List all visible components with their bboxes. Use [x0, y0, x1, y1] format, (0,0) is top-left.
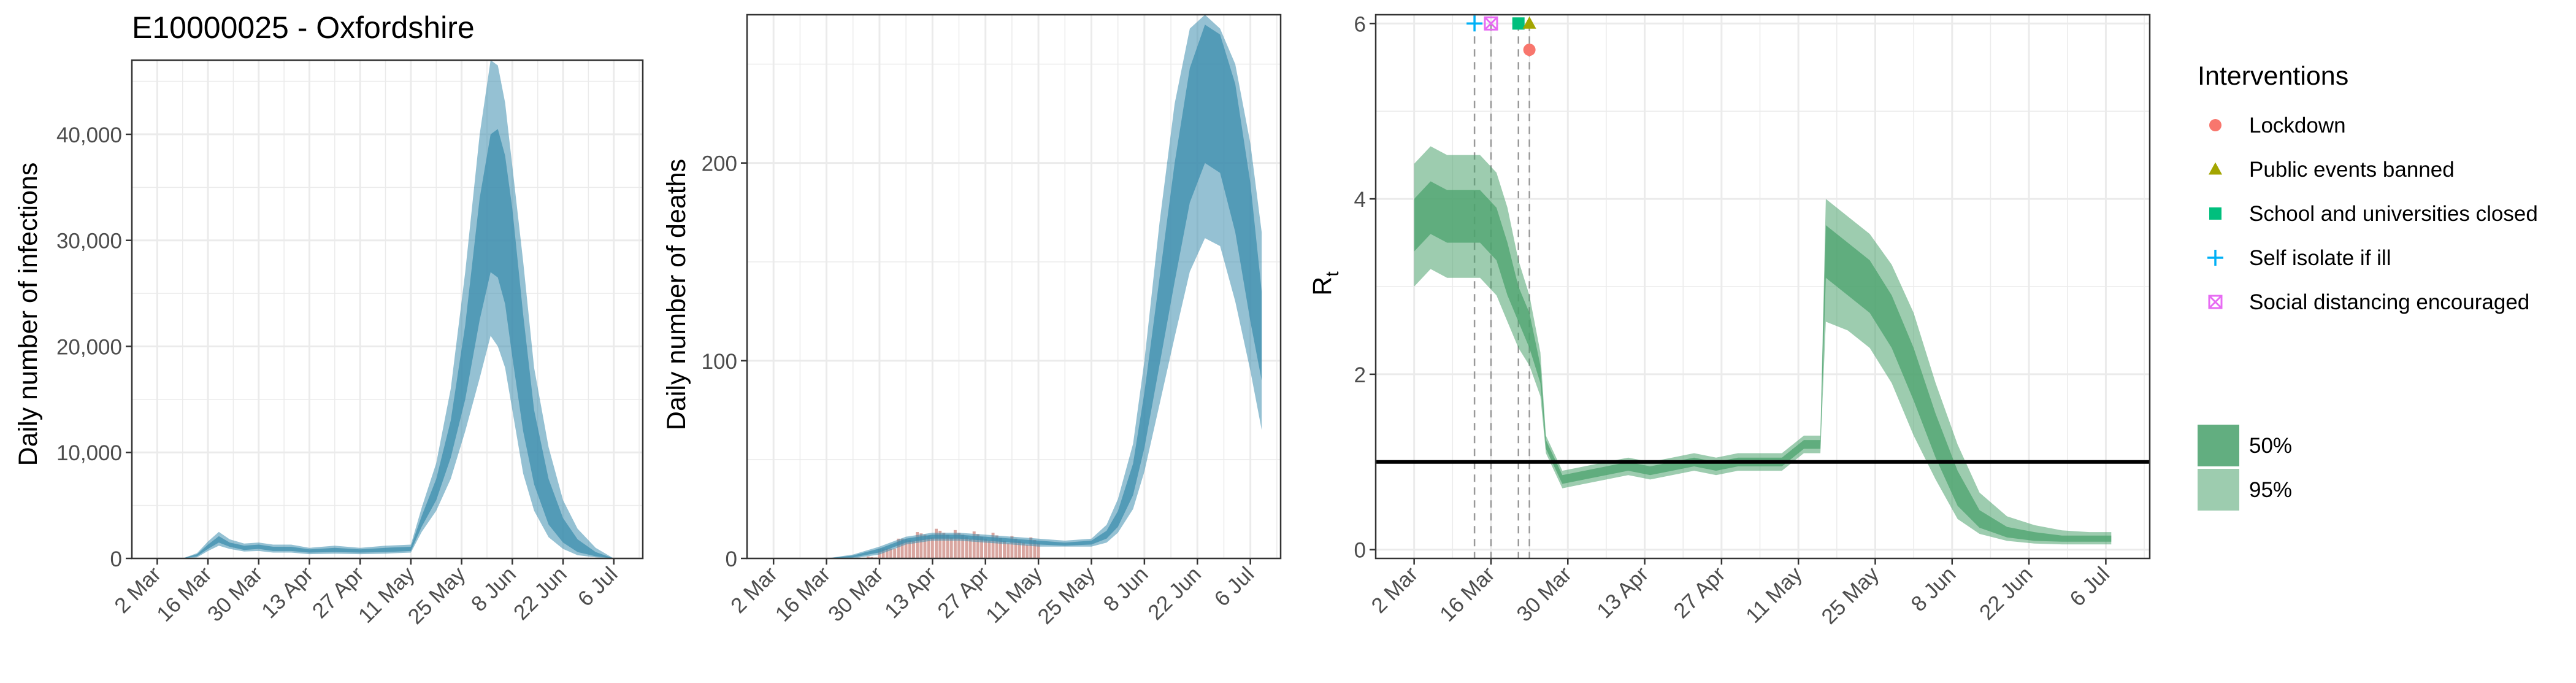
- observed-death-bar: [1021, 542, 1025, 558]
- plot-area: [132, 60, 643, 558]
- y-axis-label-main: R: [1308, 277, 1337, 296]
- observed-death-bar: [897, 538, 900, 558]
- y-tick-label: 4: [1354, 188, 1366, 212]
- observed-death-bar: [995, 535, 999, 558]
- observed-death-bar: [984, 538, 987, 558]
- legend-item-label: Self isolate if ill: [2249, 246, 2391, 270]
- observed-death-bar: [1025, 544, 1029, 558]
- observed-death-bar: [927, 536, 930, 558]
- y-tick-label: 2: [1354, 363, 1366, 387]
- observed-death-bar: [965, 536, 968, 558]
- observed-death-bar: [919, 533, 923, 558]
- legend-item-label: Social distancing encouraged: [2249, 290, 2529, 314]
- observed-death-bar: [881, 548, 885, 558]
- y-axis-label: Daily number of infections: [13, 163, 43, 466]
- y-tick-label: 0: [1354, 539, 1366, 563]
- y-tick-label: 0: [726, 547, 737, 571]
- ci50-ribbon: [773, 25, 1262, 559]
- observed-death-bar: [1029, 537, 1033, 558]
- legend-item: Self isolate if ill: [2207, 246, 2391, 270]
- observed-death-bar: [957, 533, 960, 558]
- observed-death-bar: [999, 538, 1002, 558]
- legend-title: Interventions: [2198, 61, 2348, 91]
- school-and-universities-closed-marker: [1512, 17, 1525, 30]
- public-events-banned-marker: [1522, 16, 1536, 29]
- observed-death-bar: [942, 533, 946, 558]
- observed-death-bar: [908, 539, 911, 558]
- observed-death-bar: [976, 534, 979, 558]
- observed-death-bar: [1033, 539, 1037, 558]
- observed-death-bar: [916, 532, 919, 558]
- observed-death-bar: [1018, 541, 1021, 558]
- observed-death-bar: [972, 531, 976, 558]
- observed-death-bar: [935, 528, 938, 558]
- legend-key-square-icon: [2209, 207, 2221, 220]
- legend-ci-swatch: [2198, 425, 2239, 466]
- legend: Interventions Lockdown Public events bann…: [2198, 61, 2538, 511]
- chart-title: E10000025 - Oxfordshire: [132, 10, 475, 45]
- legend-key-boxcross-icon: [2208, 295, 2223, 309]
- legend-item: Social distancing encouraged: [2208, 290, 2529, 314]
- observed-death-bar: [938, 530, 942, 558]
- observed-death-bar: [1003, 541, 1006, 558]
- legend-ci-label: 50%: [2249, 434, 2292, 458]
- legend-item: Lockdown: [2209, 114, 2346, 137]
- observed-death-bar: [930, 537, 934, 558]
- observed-death-bar: [923, 534, 927, 558]
- y-axis-label-subscript: t: [1322, 271, 1343, 277]
- observed-death-bar: [961, 534, 965, 558]
- y-tick-label: 0: [110, 547, 122, 571]
- legend-key-circle-icon: [2209, 119, 2221, 131]
- legend-ci-item: 95%: [2198, 469, 2292, 511]
- observed-death-bar: [889, 548, 892, 558]
- legend-item: School and universities closed: [2209, 202, 2538, 226]
- observed-death-bar: [946, 534, 949, 558]
- observed-death-bar: [1014, 538, 1018, 558]
- legend-item-label: School and universities closed: [2249, 202, 2538, 226]
- observed-death-bar: [987, 541, 991, 558]
- legend-item-label: Lockdown: [2249, 114, 2346, 137]
- y-tick-label: 20,000: [56, 335, 122, 359]
- y-tick-label: 10,000: [56, 441, 122, 465]
- legend-key-plus-icon: [2207, 250, 2223, 266]
- legend-ci-item: 50%: [2198, 425, 2292, 466]
- observed-death-bar: [980, 536, 984, 558]
- observed-death-bar: [1037, 542, 1040, 558]
- observed-death-bar: [904, 539, 908, 558]
- legend-ci-swatch: [2198, 469, 2239, 511]
- y-tick-label: 40,000: [56, 123, 122, 147]
- observed-death-bar: [991, 533, 995, 558]
- observed-death-bar: [893, 548, 897, 558]
- observed-death-bar: [1010, 536, 1014, 558]
- observed-death-bar: [1006, 543, 1010, 558]
- observed-death-bar: [953, 530, 957, 558]
- plot-frame: [746, 14, 1282, 560]
- plot-frame: [1374, 14, 2151, 560]
- observed-death-bar: [949, 537, 953, 558]
- observed-death-bar: [912, 541, 915, 558]
- lockdown-marker: [1523, 44, 1536, 56]
- plot-frame: [131, 59, 644, 560]
- observed-death-bar: [866, 556, 870, 558]
- self-isolate-if-ill-marker: [1466, 15, 1483, 32]
- y-tick-label: 30,000: [56, 230, 122, 253]
- legend-item: Public events banned: [2209, 158, 2455, 182]
- ci50-ribbon: [157, 129, 614, 559]
- legend-item-label: Public events banned: [2249, 158, 2455, 182]
- social-distancing-encouraged-marker: [1484, 16, 1498, 31]
- legend-ci-label: 95%: [2249, 478, 2292, 502]
- ci50-ribbon: [1414, 181, 2112, 542]
- y-tick-label: 200: [702, 152, 737, 176]
- observed-death-bar: [885, 548, 889, 558]
- legend-key-triangle-icon: [2209, 162, 2222, 175]
- y-tick-label: 6: [1354, 12, 1366, 36]
- y-tick-label: 100: [702, 350, 737, 374]
- y-axis-label: Rt: [1308, 271, 1343, 296]
- observed-death-bar: [968, 538, 972, 558]
- y-axis-label: Daily number of deaths: [662, 159, 691, 430]
- observed-death-bar: [900, 538, 904, 558]
